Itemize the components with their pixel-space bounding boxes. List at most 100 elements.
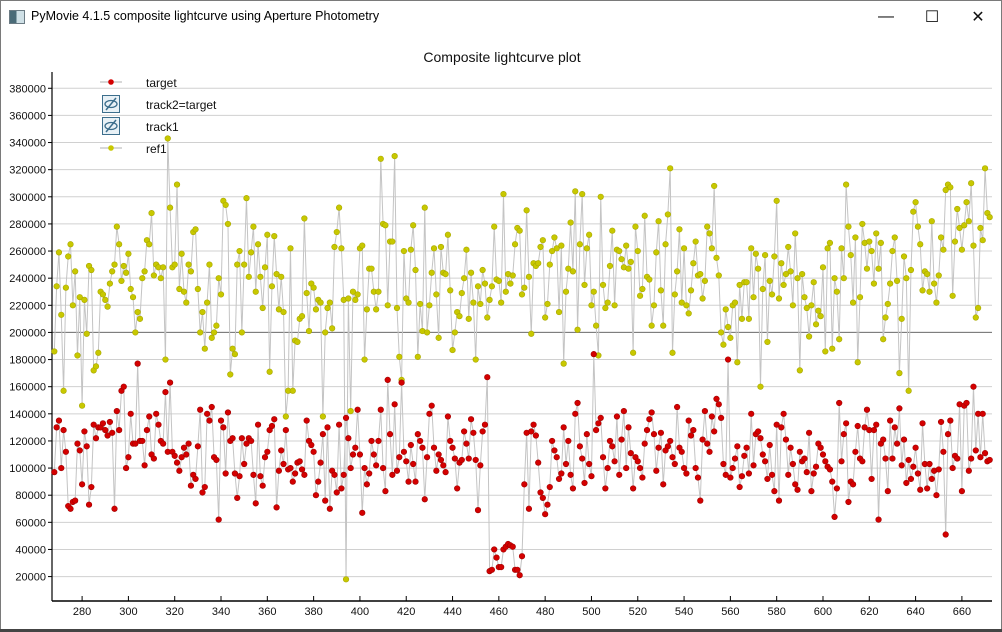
data-point-ref1: [456, 313, 463, 320]
legend-item-label[interactable]: track2=target: [146, 98, 217, 112]
data-point-target: [861, 424, 868, 431]
data-point-ref1: [870, 280, 878, 287]
data-point-ref1: [715, 272, 722, 279]
data-point-target: [701, 408, 709, 415]
data-point-ref1: [495, 277, 502, 284]
series-line-ref1: [53, 138, 991, 580]
data-point-ref1: [567, 219, 574, 226]
data-point-target: [694, 474, 702, 481]
data-point-target: [185, 440, 192, 447]
data-point-target: [389, 471, 396, 478]
data-point-ref1: [99, 291, 107, 298]
data-point-ref1: [676, 226, 683, 233]
data-point-ref1: [375, 288, 382, 295]
data-point-target: [516, 572, 523, 579]
data-point-target: [430, 444, 438, 451]
data-point-target: [796, 448, 803, 455]
data-point-ref1: [914, 223, 922, 230]
data-point-ref1: [335, 204, 343, 211]
data-point-ref1: [782, 271, 790, 278]
data-point-ref1: [599, 281, 607, 289]
data-point-ref1: [278, 273, 285, 280]
data-point-ref1: [884, 300, 891, 308]
data-point-ref1: [724, 323, 732, 331]
data-point-ref1: [139, 275, 146, 282]
data-point-ref1: [539, 237, 546, 244]
data-point-target: [368, 437, 375, 445]
data-point-ref1: [132, 329, 139, 336]
data-point-target: [775, 497, 783, 504]
data-point-ref1: [713, 254, 720, 261]
data-point-target: [442, 469, 449, 476]
data-point-target: [206, 417, 213, 424]
data-point-target: [440, 462, 447, 469]
data-point-ref1: [342, 576, 350, 583]
data-point-target: [421, 496, 428, 503]
data-point-target: [403, 458, 410, 465]
data-point-ref1: [919, 287, 926, 294]
x-tick-label: 660: [953, 606, 971, 618]
data-point-target: [282, 426, 289, 434]
data-point-target: [308, 441, 315, 449]
data-point-ref1: [484, 314, 491, 321]
data-point-ref1: [831, 275, 838, 282]
data-point-ref1: [301, 215, 308, 222]
data-point-target: [755, 428, 762, 435]
data-point-ref1: [461, 275, 468, 282]
data-point-ref1: [771, 253, 778, 260]
data-point-ref1: [933, 299, 940, 306]
x-tick-label: 380: [304, 606, 322, 618]
data-point-target: [933, 492, 940, 499]
data-point-ref1: [555, 308, 563, 316]
legend-item-label[interactable]: target: [146, 76, 177, 90]
data-point-target: [891, 424, 898, 431]
data-point-ref1: [581, 281, 588, 289]
data-point-target: [704, 440, 711, 447]
data-point-ref1: [752, 250, 759, 257]
data-point-target: [785, 471, 792, 478]
data-point-ref1: [472, 356, 479, 363]
legend-item-label[interactable]: ref1: [146, 142, 167, 156]
data-point-target: [160, 440, 167, 447]
data-point-target: [977, 454, 984, 461]
data-point-target: [122, 464, 130, 472]
data-point-target: [648, 409, 655, 416]
data-point-ref1: [518, 291, 526, 298]
data-point-target: [928, 475, 935, 483]
data-point-target: [449, 444, 456, 451]
data-point-target: [116, 426, 123, 434]
data-point-target: [664, 443, 671, 450]
data-point-target: [868, 475, 875, 483]
data-point-target: [342, 414, 350, 421]
data-point-target: [808, 488, 815, 495]
data-point-ref1: [305, 327, 313, 335]
data-point-ref1: [178, 250, 185, 257]
data-point-target: [166, 379, 174, 386]
data-point-target: [650, 431, 658, 438]
data-point-target: [537, 489, 544, 496]
data-point-ref1: [423, 329, 431, 336]
data-point-target: [599, 454, 607, 461]
data-point-target: [271, 416, 278, 423]
data-point-ref1: [280, 308, 287, 316]
x-tick-label: 620: [860, 606, 878, 618]
data-point-ref1: [396, 353, 403, 360]
data-point-target: [674, 403, 681, 411]
data-point-target: [204, 410, 211, 417]
legend-item-label[interactable]: track1: [146, 120, 179, 134]
data-point-ref1: [160, 264, 167, 271]
data-point-target: [315, 478, 322, 485]
data-point-target: [958, 488, 966, 495]
data-point-target: [829, 478, 836, 485]
data-point-target: [187, 482, 195, 489]
minimize-button[interactable]: —: [878, 7, 894, 25]
data-point-ref1: [150, 272, 157, 279]
close-button[interactable]: ✕: [971, 8, 985, 26]
maximize-button[interactable]: ☐: [924, 8, 940, 26]
data-point-target: [743, 444, 750, 451]
data-point-target: [542, 511, 549, 518]
data-point-ref1: [606, 262, 614, 270]
data-point-target: [333, 489, 340, 496]
x-tick-label: 580: [768, 606, 786, 618]
